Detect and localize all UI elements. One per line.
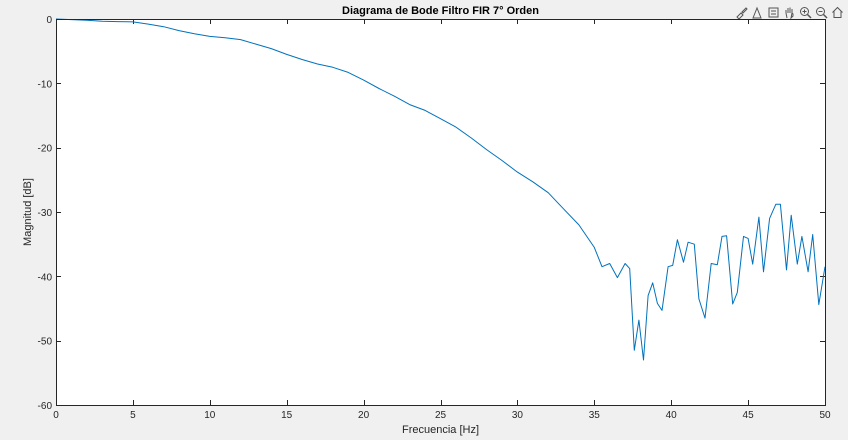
- x-tick-labels: 0 5 10 15 20 25 30 35 40 45 50: [53, 410, 831, 421]
- y-axis-label: Magnitud [dB]: [22, 178, 34, 246]
- axes: 0 5 10 15 20 25 30 35 40 45 50 0 -10 -20 -30 -40 -50 -60…: [22, 5, 831, 436]
- y-tick-labels: 0 -10 -20 -30 -40 -50 -60: [38, 15, 53, 412]
- y-tick-label: -50: [38, 337, 53, 348]
- zoom-in-icon[interactable]: [798, 5, 812, 19]
- x-tick-label: 50: [819, 410, 831, 421]
- y-tick-label: -20: [38, 144, 53, 155]
- x-axis-label: Frecuencia [Hz]: [402, 424, 479, 436]
- x-tick-label: 35: [589, 410, 601, 421]
- x-tick-label: 0: [53, 410, 59, 421]
- zoom-out-icon[interactable]: [814, 5, 828, 19]
- axes-box: [56, 19, 826, 406]
- x-tick-label: 20: [358, 410, 370, 421]
- magnitude-line: [55, 18, 826, 361]
- plot-area[interactable]: [56, 19, 825, 405]
- chart-title: Diagrama de Bode Filtro FIR 7° Orden: [342, 5, 539, 17]
- y-tick-label: 0: [46, 15, 52, 26]
- x-tick-label: 5: [130, 410, 136, 421]
- datatip-icon[interactable]: [750, 5, 764, 19]
- x-tick-label: 25: [435, 410, 447, 421]
- y-tick-label: -10: [38, 79, 53, 90]
- restore-view-icon[interactable]: [766, 5, 780, 19]
- y-tick-label: -40: [38, 272, 53, 283]
- brush-icon[interactable]: [734, 5, 748, 19]
- pan-icon[interactable]: [782, 5, 796, 19]
- home-icon[interactable]: [830, 5, 844, 19]
- x-tick-label: 10: [204, 410, 216, 421]
- y-tick-label: -60: [38, 401, 53, 412]
- x-tick-label: 45: [743, 410, 755, 421]
- axes-toolbar: [734, 3, 844, 21]
- x-tick-label: 30: [512, 410, 524, 421]
- x-tick-label: 40: [666, 410, 678, 421]
- x-tick-label: 15: [281, 410, 293, 421]
- y-tick-label: -30: [38, 208, 53, 219]
